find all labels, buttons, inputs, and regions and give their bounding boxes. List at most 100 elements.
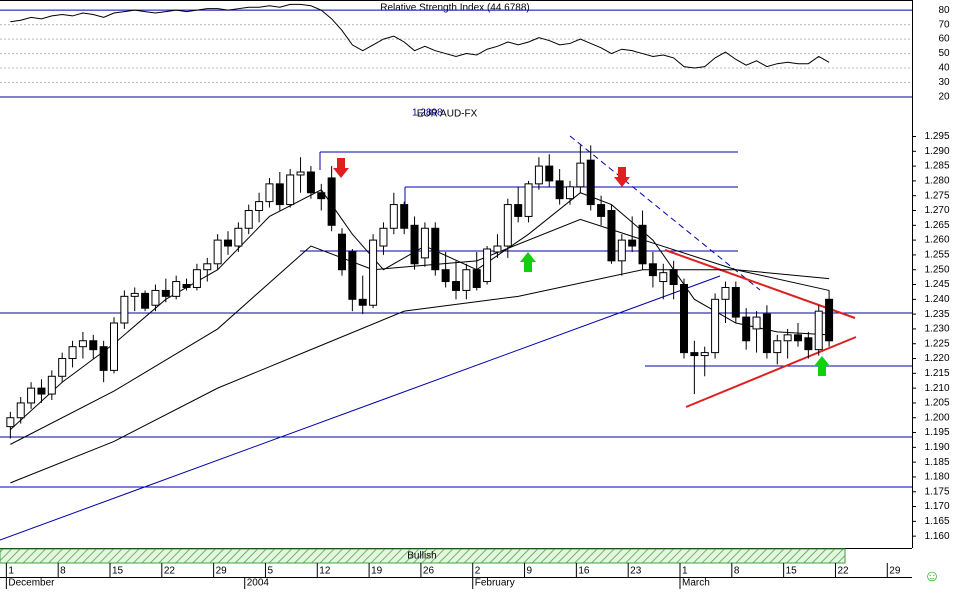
band-label: Bullish xyxy=(407,551,436,562)
candle-body xyxy=(545,165,554,182)
month-label: February xyxy=(475,578,515,589)
candle-body xyxy=(89,340,98,351)
y-tick-label: 1.195 xyxy=(924,427,949,438)
y-tick-label: 1.170 xyxy=(924,501,949,512)
y-tick-label: 1.275 xyxy=(924,190,949,201)
candle-body xyxy=(120,295,129,324)
moving-average xyxy=(10,218,830,445)
candle-body xyxy=(659,272,668,283)
candle-body xyxy=(483,248,492,283)
candle-body xyxy=(16,402,25,419)
candle-body xyxy=(275,183,284,206)
candle-body xyxy=(348,251,357,300)
moving-average xyxy=(10,269,830,484)
y-tick-label: 1.175 xyxy=(924,486,949,497)
y-tick-label: 1.190 xyxy=(924,442,949,453)
candle-body xyxy=(161,289,170,297)
moving-average xyxy=(10,189,830,430)
candle-body xyxy=(420,227,429,259)
candle-body xyxy=(296,171,305,176)
x-tick-label: 2 xyxy=(475,566,481,577)
candle-body xyxy=(752,316,761,330)
candle-body xyxy=(773,340,782,354)
candle-body xyxy=(762,313,771,354)
y-tick-label: 1.205 xyxy=(924,398,949,409)
candle-body xyxy=(6,417,15,428)
y-tick-label: 70 xyxy=(938,19,950,30)
candle-body xyxy=(265,183,274,203)
y-tick-label: 1.250 xyxy=(924,264,949,275)
y-tick-label: 50 xyxy=(938,48,950,59)
month-label: December xyxy=(8,578,55,589)
candle-body xyxy=(794,334,802,342)
y-tick-label: 1.180 xyxy=(924,472,949,483)
candle-body xyxy=(680,284,688,354)
y-tick-label: 1.240 xyxy=(924,294,949,305)
y-tick-label: 1.185 xyxy=(924,457,949,468)
y-tick-label: 1.265 xyxy=(924,220,949,231)
y-tick-label: 80 xyxy=(938,5,950,16)
x-tick-label: 8 xyxy=(734,566,740,577)
candle-body xyxy=(203,263,212,271)
signal-band xyxy=(0,548,846,564)
candle-body xyxy=(99,346,108,371)
candle-body xyxy=(78,340,87,348)
x-tick-label: 22 xyxy=(837,566,849,577)
candle-body xyxy=(192,269,201,288)
y-tick-label: 30 xyxy=(938,77,950,88)
candle-body xyxy=(524,183,533,217)
candle-body xyxy=(431,227,440,271)
candle-body xyxy=(566,186,574,200)
candle-body xyxy=(379,227,388,247)
candle-body xyxy=(783,334,792,342)
candle-body xyxy=(286,174,295,206)
candle-body xyxy=(452,281,460,291)
candle-body xyxy=(141,292,150,309)
candle-body xyxy=(317,192,326,200)
y-tick-label: 1.160 xyxy=(924,531,949,542)
month-label: 2004 xyxy=(247,578,270,589)
candle-body xyxy=(110,322,118,371)
candle-body xyxy=(555,180,564,200)
y-tick-label: 1.165 xyxy=(924,516,949,527)
candle-body xyxy=(306,171,315,194)
candle-body xyxy=(731,286,740,318)
y-tick-label: 40 xyxy=(938,63,950,74)
candle-body xyxy=(514,204,523,217)
candle-body xyxy=(58,358,67,377)
candle-body xyxy=(669,269,678,286)
candle-body xyxy=(472,269,481,288)
candle-body xyxy=(441,269,450,283)
y-tick-label: 1.230 xyxy=(924,324,949,335)
x-tick-label: 26 xyxy=(423,566,435,577)
candle-body xyxy=(742,316,751,342)
y-tick-label: 1.255 xyxy=(924,250,949,261)
y-tick-label: 1.220 xyxy=(924,353,949,364)
candle-body xyxy=(68,346,77,360)
candle-body xyxy=(690,352,699,357)
x-tick-label: 1 xyxy=(8,566,14,577)
candle-body xyxy=(338,233,346,271)
candle-body xyxy=(576,162,585,188)
y-tick-label: 1.260 xyxy=(924,235,949,246)
candle-body xyxy=(327,177,336,226)
month-label: March xyxy=(682,578,710,589)
candle-body xyxy=(255,201,264,212)
candle-body xyxy=(213,239,222,265)
candle-body xyxy=(711,298,720,354)
y-tick-label: 1.270 xyxy=(924,205,949,216)
y-tick-label: 1.210 xyxy=(924,383,949,394)
y-tick-label: 1.290 xyxy=(924,146,949,157)
x-tick-label: 5 xyxy=(267,566,273,577)
y-tick-label: 1.235 xyxy=(924,309,949,320)
candle-body xyxy=(130,292,139,297)
candle-body xyxy=(586,159,595,206)
candle-body xyxy=(37,387,46,395)
candle-body xyxy=(814,310,823,351)
signal-arrows xyxy=(333,158,830,376)
x-tick-label: 8 xyxy=(60,566,66,577)
candle-body xyxy=(503,204,512,247)
candle-body xyxy=(234,227,243,247)
y-tick-label: 1.215 xyxy=(924,368,949,379)
candle-body xyxy=(462,269,471,291)
